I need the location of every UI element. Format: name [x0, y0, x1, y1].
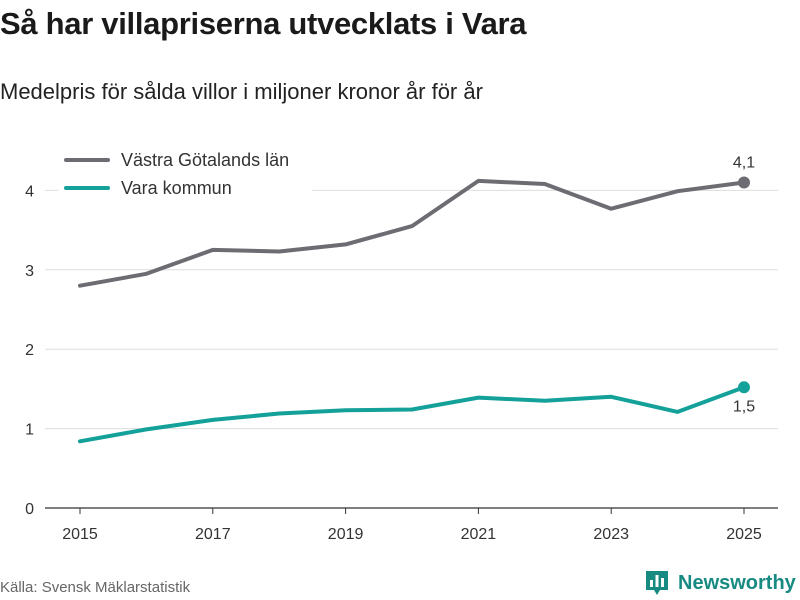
x-tick-label: 2017: [195, 526, 231, 543]
series-line-1: [78, 178, 746, 288]
y-tick-label: 0: [25, 501, 34, 518]
x-tick-label: 2025: [726, 526, 762, 543]
series-end-point-2: [738, 381, 750, 394]
chart-subtitle: Medelpris för sålda villor i miljoner kr…: [0, 79, 483, 104]
y-tick-label: 2: [25, 342, 34, 359]
legend: Västra Götalands län Vara kommun: [58, 143, 312, 203]
chart-title: Så har villapriserna utvecklats i Vara: [0, 6, 527, 41]
legend-label-2: Vara kommun: [121, 178, 232, 198]
brand-name: Newsworthy: [678, 571, 796, 594]
axes: 0 1 2 3 4 2015 2017 2019 2021 2023 2025: [25, 183, 778, 543]
x-tick-label: 2019: [328, 526, 364, 543]
y-tick-label: 3: [25, 263, 34, 280]
y-tick-label: 1: [25, 422, 34, 439]
y-tick-label: 4: [25, 183, 34, 200]
series-end-point-1: [738, 176, 750, 189]
x-tick-label: 2023: [593, 526, 629, 543]
legend-label-1: Västra Götalands län: [121, 150, 289, 170]
bar-chart-icon: [646, 571, 668, 595]
brand-logo: Newsworthy: [644, 569, 796, 597]
series-lines: 4,1 1,5: [78, 154, 755, 444]
series-line-2: [78, 385, 746, 444]
x-tick-label: 2015: [62, 526, 98, 543]
x-tick-label: 2021: [461, 526, 497, 543]
legend-background: [58, 143, 312, 203]
data-label-1: 4,1: [733, 154, 755, 171]
source-note: Källa: Svensk Mäklarstatistik: [0, 579, 191, 596]
data-label-2: 1,5: [733, 398, 755, 415]
